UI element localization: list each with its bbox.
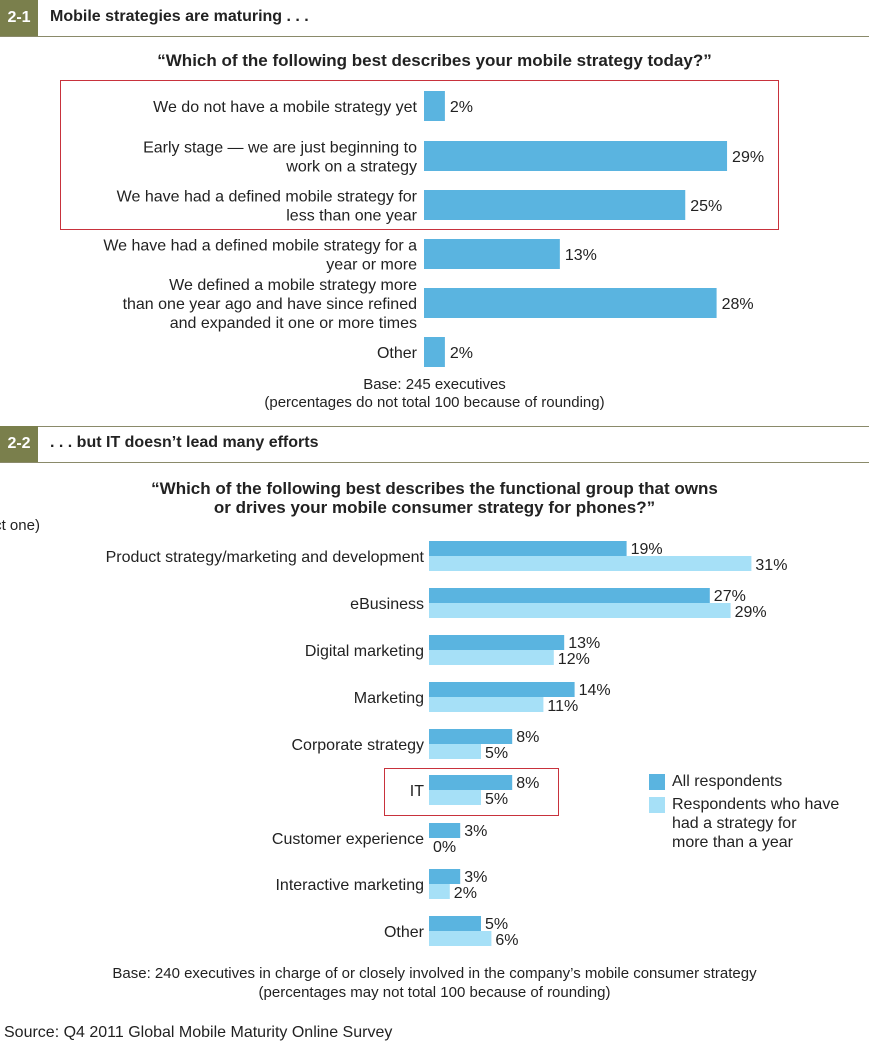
bar-value-label: 2% bbox=[454, 885, 477, 902]
category-label: Early stage — we are just beginning to bbox=[143, 140, 417, 157]
bar-value-label: 6% bbox=[495, 932, 518, 949]
category-label: than one year ago and have since refined bbox=[123, 296, 417, 313]
legend-swatch-all-respondents bbox=[649, 774, 665, 790]
bar-value-label: 3% bbox=[464, 869, 487, 886]
bar-longer-strategy bbox=[429, 650, 554, 665]
bar-all-respondents bbox=[429, 916, 481, 931]
legend-label-longer-strategy-1: Respondents who have bbox=[672, 796, 840, 813]
bar-value-label: 11% bbox=[547, 698, 578, 715]
bar-all-respondents bbox=[429, 541, 627, 556]
base-note-2-1: Base: 245 executives bbox=[363, 376, 506, 393]
bar-value-label: 8% bbox=[516, 775, 539, 792]
bar-value-label: 28% bbox=[722, 296, 754, 313]
bar-value-label: 27% bbox=[714, 588, 746, 605]
category-label: IT bbox=[410, 783, 424, 800]
figure-number-2-2: 2-2 bbox=[0, 426, 38, 462]
legend-label-longer-strategy-2: had a strategy for bbox=[672, 815, 797, 832]
bar-2-1-4 bbox=[424, 288, 717, 318]
bar-2-1-5 bbox=[424, 337, 445, 367]
bar-value-label: 29% bbox=[735, 604, 767, 621]
bar-value-label: 2% bbox=[450, 99, 473, 116]
bar-longer-strategy bbox=[429, 556, 752, 571]
bar-longer-strategy bbox=[429, 744, 481, 759]
bar-value-label: 19% bbox=[631, 541, 663, 558]
bar-2-1-3 bbox=[424, 239, 560, 269]
legend-label-longer-strategy-3: more than a year bbox=[672, 834, 793, 851]
bar-value-label: 8% bbox=[516, 729, 539, 746]
bar-2-1-2 bbox=[424, 190, 686, 220]
bar-value-label: 2% bbox=[450, 345, 473, 362]
category-label: Customer experience bbox=[272, 831, 424, 848]
category-label: We have had a defined mobile strategy fo… bbox=[117, 189, 418, 206]
category-label: year or more bbox=[326, 257, 417, 274]
category-label: We defined a mobile strategy more bbox=[169, 277, 417, 294]
question-2-2-line1: “Which of the following best describes t… bbox=[151, 479, 718, 498]
divider bbox=[0, 426, 869, 427]
highlight-box-it bbox=[384, 768, 559, 816]
category-label: We have had a defined mobile strategy fo… bbox=[103, 238, 417, 255]
bar-value-label: 5% bbox=[485, 745, 508, 762]
legend-label-all-respondents: All respondents bbox=[672, 773, 783, 790]
base-note-2-1-rounding: (percentages do not total 100 because of… bbox=[264, 394, 605, 411]
question-2-2-line2: or drives your mobile consumer strategy … bbox=[213, 498, 656, 517]
figure-number-2-1: 2-1 bbox=[0, 0, 38, 36]
bar-all-respondents bbox=[429, 775, 513, 790]
bar-value-label: 31% bbox=[755, 557, 787, 574]
category-label: Digital marketing bbox=[305, 643, 424, 660]
category-label: Other bbox=[377, 345, 418, 362]
select-one-note: (Select one) bbox=[0, 517, 40, 534]
source-note: Source: Q4 2011 Global Mobile Maturity O… bbox=[4, 1024, 393, 1041]
bar-longer-strategy bbox=[429, 931, 492, 946]
bar-longer-strategy bbox=[429, 697, 544, 712]
base-note-2-2-rounding: (percentages may not total 100 because o… bbox=[258, 984, 611, 1001]
divider bbox=[0, 462, 869, 463]
category-label: eBusiness bbox=[350, 596, 424, 613]
highlight-box-early-stages bbox=[60, 80, 779, 230]
category-label: Interactive marketing bbox=[275, 877, 424, 894]
bar-value-label: 29% bbox=[732, 149, 764, 166]
category-label: Other bbox=[384, 924, 425, 941]
bar-value-label: 0% bbox=[433, 839, 456, 856]
bar-value-label: 12% bbox=[558, 651, 590, 668]
bar-value-label: 25% bbox=[690, 198, 722, 215]
bar-longer-strategy bbox=[429, 790, 481, 805]
bar-longer-strategy bbox=[429, 884, 450, 899]
bar-value-label: 13% bbox=[565, 247, 597, 264]
category-label: Corporate strategy bbox=[291, 737, 424, 754]
bar-2-1-1 bbox=[424, 141, 728, 171]
bar-value-label: 5% bbox=[485, 791, 508, 808]
category-label: Product strategy/marketing and developme… bbox=[106, 549, 425, 566]
bar-all-respondents bbox=[429, 869, 461, 884]
legend-swatch-longer-strategy bbox=[649, 797, 665, 813]
chart-2-1: 2% We do not have a mobile strategy yet 29… bbox=[103, 91, 764, 367]
bar-2-1-0 bbox=[424, 91, 445, 121]
bar-value-label: 14% bbox=[579, 682, 611, 699]
category-label: We do not have a mobile strategy yet bbox=[153, 99, 417, 116]
bar-all-respondents bbox=[429, 729, 513, 744]
bar-all-respondents bbox=[429, 588, 710, 603]
bar-longer-strategy bbox=[429, 603, 731, 618]
bar-value-label: 5% bbox=[485, 916, 508, 933]
figure-title-2-1: Mobile strategies are maturing . . . bbox=[50, 8, 309, 25]
category-label: Marketing bbox=[354, 690, 424, 707]
category-label: and expanded it one or more times bbox=[170, 315, 417, 332]
question-2-1: “Which of the following best describes y… bbox=[157, 51, 712, 70]
bar-all-respondents bbox=[429, 823, 461, 838]
divider bbox=[0, 36, 869, 37]
figure-title-2-2: . . . but IT doesn’t lead many efforts bbox=[50, 434, 319, 451]
base-note-2-2: Base: 240 executives in charge of or clo… bbox=[112, 965, 757, 982]
bar-all-respondents bbox=[429, 682, 575, 697]
bar-value-label: 13% bbox=[568, 635, 600, 652]
category-label: less than one year bbox=[286, 208, 417, 225]
bar-value-label: 3% bbox=[464, 823, 487, 840]
category-label: work on a strategy bbox=[285, 159, 417, 176]
bar-all-respondents bbox=[429, 635, 565, 650]
